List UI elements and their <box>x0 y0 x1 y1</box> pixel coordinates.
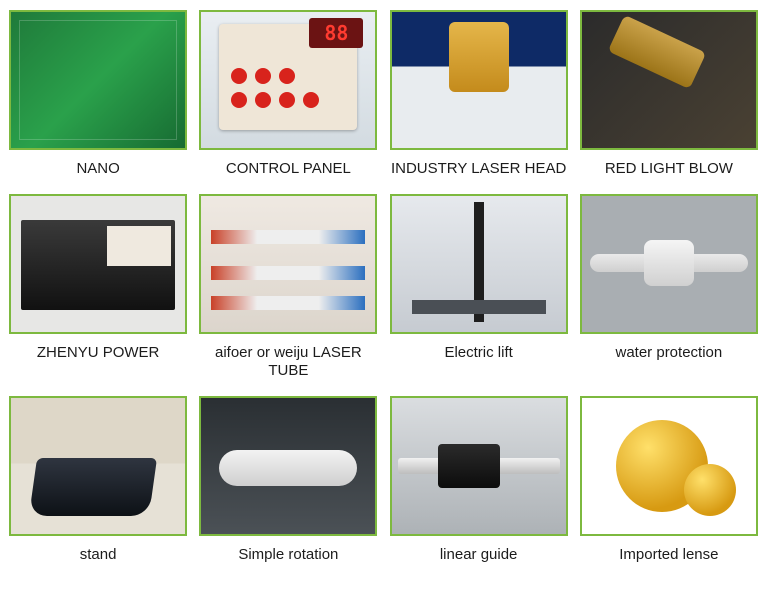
product-component-grid: NANO CONTROL PANEL INDUSTRY LASER HEAD R… <box>8 10 759 564</box>
item-red-light-blow: RED LIGHT BLOW <box>579 10 759 178</box>
thumb-lense <box>580 396 758 536</box>
label-electric-lift: Electric lift <box>444 344 512 362</box>
thumb-power <box>9 194 187 334</box>
thumb-red-light <box>580 10 758 150</box>
thumb-laser-tube <box>199 194 377 334</box>
item-control-panel: CONTROL PANEL <box>198 10 378 178</box>
item-linear-guide: linear guide <box>389 396 569 564</box>
thumb-stand <box>9 396 187 536</box>
item-water-protection: water protection <box>579 194 759 380</box>
item-imported-lense: Imported lense <box>579 396 759 564</box>
label-red-light: RED LIGHT BLOW <box>605 160 733 178</box>
thumb-control-panel <box>199 10 377 150</box>
item-industry-laser-head: INDUSTRY LASER HEAD <box>389 10 569 178</box>
label-laser-head: INDUSTRY LASER HEAD <box>391 160 566 178</box>
item-electric-lift: Electric lift <box>389 194 569 380</box>
label-stand: stand <box>80 546 117 564</box>
label-rotation: Simple rotation <box>238 546 338 564</box>
thumb-electric-lift <box>390 194 568 334</box>
thumb-rotation <box>199 396 377 536</box>
thumb-water <box>580 194 758 334</box>
label-water: water protection <box>616 344 723 362</box>
item-stand: stand <box>8 396 188 564</box>
label-control-panel: CONTROL PANEL <box>226 160 351 178</box>
thumb-nano <box>9 10 187 150</box>
item-laser-tube: aifoer or weiju LASER TUBE <box>198 194 378 380</box>
thumb-laser-head <box>390 10 568 150</box>
label-nano: NANO <box>76 160 119 178</box>
item-simple-rotation: Simple rotation <box>198 396 378 564</box>
label-laser-tube: aifoer or weiju LASER TUBE <box>198 344 378 380</box>
thumb-linear-guide <box>390 396 568 536</box>
label-linear-guide: linear guide <box>440 546 518 564</box>
item-zhenyu-power: ZHENYU POWER <box>8 194 188 380</box>
item-nano: NANO <box>8 10 188 178</box>
label-power: ZHENYU POWER <box>37 344 160 362</box>
label-lense: Imported lense <box>619 546 718 564</box>
